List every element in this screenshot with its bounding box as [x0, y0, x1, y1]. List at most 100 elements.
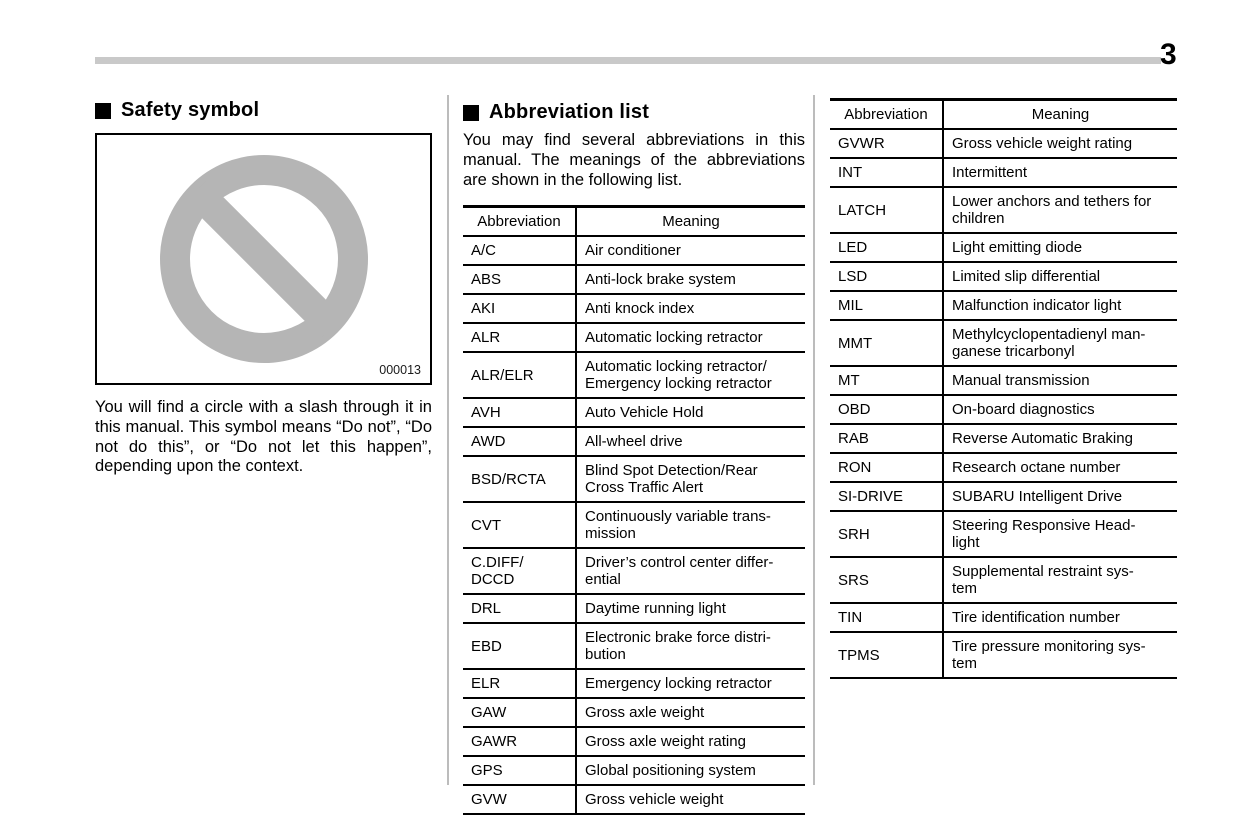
table-row: CVT Continuously variable trans- mission	[463, 502, 805, 549]
abbreviation-cell: ALR	[463, 323, 577, 353]
table-row: INT Intermittent	[830, 158, 1177, 188]
meaning-column-header: Meaning	[576, 206, 805, 237]
abbreviation-cell: GAWR	[463, 727, 577, 757]
abbreviation-cell: SRS	[830, 557, 944, 604]
abbreviation-cell: MT	[830, 366, 944, 396]
abbreviation-cell: CVT	[463, 502, 577, 549]
table-row: DRL Daytime running light	[463, 594, 805, 624]
meaning-cell: Gross axle weight rating	[576, 727, 805, 757]
table-header-row: Abbreviation Meaning	[830, 99, 1177, 130]
table-row: GPS Global positioning system	[463, 756, 805, 786]
abbreviation-list-heading-label: Abbreviation list	[489, 101, 650, 123]
figure-code: 000013	[379, 363, 421, 377]
abbreviation-cell: MIL	[830, 291, 944, 321]
table-row: RAB Reverse Automatic Braking	[830, 424, 1177, 454]
table-row: AWD All-wheel drive	[463, 427, 805, 457]
table-row: GVW Gross vehicle weight	[463, 785, 805, 815]
meaning-cell: Automatic locking retractor	[576, 323, 805, 353]
meaning-cell: SUBARU Intelligent Drive	[943, 482, 1177, 512]
meaning-cell: Blind Spot Detection/Rear Cross Traffic …	[576, 456, 805, 503]
table-row: MMT Methylcyclopentadienyl man- ganese tr…	[830, 320, 1177, 367]
abbreviation-cell: TPMS	[830, 632, 944, 679]
meaning-cell: On-board diagnostics	[943, 395, 1177, 425]
abbreviation-cell: GVW	[463, 785, 577, 815]
meaning-cell: Gross axle weight	[576, 698, 805, 728]
abbreviation-cell: GPS	[463, 756, 577, 786]
table-row: GAWR Gross axle weight rating	[463, 727, 805, 757]
meaning-cell: Automatic locking retractor/ Emergency l…	[576, 352, 805, 399]
meaning-cell: Auto Vehicle Hold	[576, 398, 805, 428]
abbreviation-cell: DRL	[463, 594, 577, 624]
abbreviation-table-1: Abbreviation Meaning A/C Air conditioner A…	[463, 205, 805, 815]
safety-symbol-heading-label: Safety symbol	[121, 99, 260, 121]
table-row: SRS Supplemental restraint sys- tem	[830, 557, 1177, 604]
table-row: AVH Auto Vehicle Hold	[463, 398, 805, 428]
meaning-cell: Light emitting diode	[943, 233, 1177, 263]
abbreviation-intro: You may find several abbreviations in th…	[463, 131, 805, 189]
table-row: LED Light emitting diode	[830, 233, 1177, 263]
meaning-cell: Anti-lock brake system	[576, 265, 805, 295]
table-row: EBD Electronic brake force distri- bution	[463, 623, 805, 670]
table-row: MT Manual transmission	[830, 366, 1177, 396]
section-square-icon	[95, 102, 111, 119]
abbreviation-cell: TIN	[830, 603, 944, 633]
prohibition-icon	[159, 155, 368, 363]
table-row: RON Research octane number	[830, 453, 1177, 483]
table-row: LATCH Lower anchors and tethers for child…	[830, 187, 1177, 234]
abbreviation-cell: A/C	[463, 236, 577, 266]
abbreviation-cell: ELR	[463, 669, 577, 699]
abbreviation-cell: SI-DRIVE	[830, 482, 944, 512]
meaning-cell: Continuously variable trans- mission	[576, 502, 805, 549]
meaning-cell: Lower anchors and tethers for children	[943, 187, 1177, 234]
meaning-cell: All-wheel drive	[576, 427, 805, 457]
abbreviation-cell: GVWR	[830, 129, 944, 159]
table-row: A/C Air conditioner	[463, 236, 805, 266]
meaning-cell: Intermittent	[943, 158, 1177, 188]
table-row: LSD Limited slip differential	[830, 262, 1177, 292]
meaning-cell: Air conditioner	[576, 236, 805, 266]
table-row: OBD On-board diagnostics	[830, 395, 1177, 425]
column-divider-left	[447, 95, 449, 785]
abbreviation-cell: INT	[830, 158, 944, 188]
table-row: BSD/RCTA Blind Spot Detection/Rear Cross …	[463, 456, 805, 503]
abbreviation-cell: GAW	[463, 698, 577, 728]
abbreviation-cell: SRH	[830, 511, 944, 558]
table-row: ABS Anti-lock brake system	[463, 265, 805, 295]
abbreviation-cell: AWD	[463, 427, 577, 457]
table-row: ELR Emergency locking retractor	[463, 669, 805, 699]
abbreviation-cell: OBD	[830, 395, 944, 425]
meaning-cell: Anti knock index	[576, 294, 805, 324]
abbreviation-cell: LATCH	[830, 187, 944, 234]
section-square-icon	[463, 104, 479, 121]
meaning-cell: Research octane number	[943, 453, 1177, 483]
table-row: C.DIFF/ DCCD Driver’s control center diff…	[463, 548, 805, 595]
meaning-cell: Daytime running light	[576, 594, 805, 624]
abbreviation-list-heading: Abbreviation list	[463, 101, 649, 124]
abbreviation-cell: EBD	[463, 623, 577, 670]
table-row: TIN Tire identification number	[830, 603, 1177, 633]
meaning-cell: Driver’s control center differ- ential	[576, 548, 805, 595]
abbreviation-cell: ALR/ELR	[463, 352, 577, 399]
abbreviation-column-header: Abbreviation	[830, 99, 944, 130]
meaning-cell: Limited slip differential	[943, 262, 1177, 292]
meaning-cell: Reverse Automatic Braking	[943, 424, 1177, 454]
abbreviation-cell: MMT	[830, 320, 944, 367]
abbreviation-cell: AVH	[463, 398, 577, 428]
meaning-cell: Methylcyclopentadienyl man- ganese trica…	[943, 320, 1177, 367]
table-row: ALR Automatic locking retractor	[463, 323, 805, 353]
table-row: GAW Gross axle weight	[463, 698, 805, 728]
meaning-cell: Tire pressure monitoring sys- tem	[943, 632, 1177, 679]
abbreviation-cell: RON	[830, 453, 944, 483]
table-header-row: Abbreviation Meaning	[463, 206, 805, 237]
table-row: AKI Anti knock index	[463, 294, 805, 324]
meaning-cell: Steering Responsive Head- light	[943, 511, 1177, 558]
meaning-cell: Supplemental restraint sys- tem	[943, 557, 1177, 604]
table-row: SI-DRIVE SUBARU Intelligent Drive	[830, 482, 1177, 512]
abbreviation-cell: RAB	[830, 424, 944, 454]
abbreviation-cell: BSD/RCTA	[463, 456, 577, 503]
meaning-cell: Tire identification number	[943, 603, 1177, 633]
meaning-cell: Global positioning system	[576, 756, 805, 786]
table-row: TPMS Tire pressure monitoring sys- tem	[830, 632, 1177, 679]
safety-symbol-paragraph: You will find a circle with a slash thro…	[95, 398, 432, 476]
